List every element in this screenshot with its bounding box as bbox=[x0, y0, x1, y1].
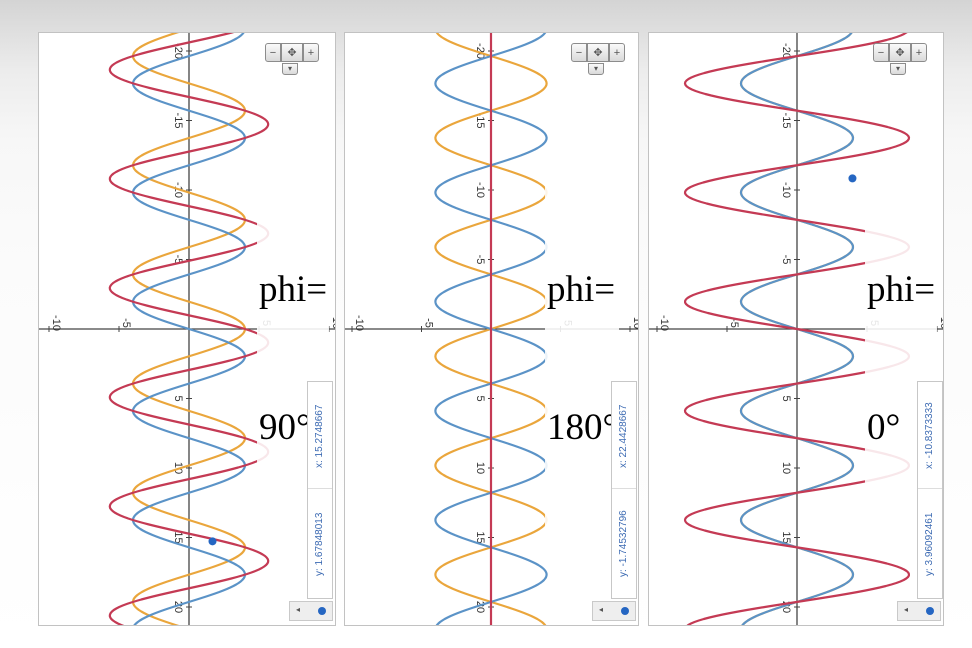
bottom-toolbar[interactable]: ◂ bbox=[289, 601, 333, 621]
phi-label-line1: phi= bbox=[547, 269, 616, 310]
point-indicator-icon bbox=[621, 607, 629, 615]
minus-icon[interactable]: − bbox=[873, 43, 889, 62]
coordinate-readout: x: 22.4428667 y: -1.74532796 bbox=[611, 381, 637, 599]
minus-icon[interactable]: − bbox=[265, 43, 281, 62]
arrow-left-icon[interactable]: ◂ bbox=[904, 605, 909, 614]
x-tick-label: -5 bbox=[780, 255, 792, 265]
coord-y-readout: y: -1.74532796 bbox=[618, 510, 629, 578]
x-tick-label: -5 bbox=[474, 255, 486, 265]
arrow-left-icon[interactable]: ◂ bbox=[599, 605, 604, 614]
plus-icon[interactable]: + bbox=[609, 43, 625, 62]
phi-label-line2: 180° bbox=[547, 407, 618, 448]
x-tick-label: 10 bbox=[474, 462, 486, 474]
x-tick-label: 5 bbox=[780, 395, 792, 401]
divider bbox=[612, 488, 636, 489]
phi-label-line1: phi= bbox=[259, 269, 328, 310]
divider bbox=[308, 488, 332, 489]
coord-x-readout: x: 22.4428667 bbox=[618, 404, 629, 468]
x-tick-label: 10 bbox=[780, 462, 792, 474]
y-tick-label: -10 bbox=[658, 315, 670, 331]
y-tick-label: -10 bbox=[50, 315, 62, 331]
x-tick-label: -15 bbox=[172, 113, 184, 129]
y-tick-label: -5 bbox=[423, 318, 435, 328]
divider bbox=[918, 488, 942, 489]
phi-label-line1: phi= bbox=[867, 269, 936, 310]
coord-x-readout: x: 15.2748667 bbox=[314, 404, 325, 468]
x-tick-label: -20 bbox=[172, 43, 184, 59]
y-tick-label: -5 bbox=[120, 318, 132, 328]
coord-y-readout: y: 1.67848013 bbox=[314, 512, 325, 576]
x-tick-label: 15 bbox=[172, 531, 184, 543]
coordinate-readout: x: -10.8373333 y: 3.96092461 bbox=[917, 381, 943, 599]
plus-icon[interactable]: + bbox=[303, 43, 319, 62]
bottom-toolbar[interactable]: ◂ bbox=[592, 601, 636, 621]
y-tick-label: 10 bbox=[631, 317, 639, 329]
marked-point bbox=[848, 174, 857, 183]
minus-icon[interactable]: − bbox=[571, 43, 587, 62]
phi-label: phi= 180° bbox=[545, 175, 620, 543]
point-indicator-icon bbox=[318, 607, 326, 615]
chevron-down-icon[interactable]: ▾ bbox=[588, 63, 604, 75]
phi-label-line2: 90° bbox=[259, 407, 311, 448]
series-blue-line bbox=[434, 33, 548, 625]
x-tick-label: -10 bbox=[780, 182, 792, 198]
y-tick-label: 10 bbox=[938, 317, 944, 329]
coordinate-readout: x: 15.2748667 y: 1.67848013 bbox=[307, 381, 333, 599]
x-tick-label: -20 bbox=[474, 43, 486, 59]
pan-arrows-icon[interactable]: ✥ bbox=[587, 43, 609, 62]
y-tick-label: -5 bbox=[728, 318, 740, 328]
zoom-controls: − ✥ + ▾ bbox=[569, 43, 629, 75]
chevron-down-icon[interactable]: ▾ bbox=[890, 63, 906, 75]
x-tick-label: 15 bbox=[474, 531, 486, 543]
bottom-toolbar[interactable]: ◂ bbox=[897, 601, 941, 621]
series-blue-line bbox=[131, 33, 247, 625]
marked-point bbox=[208, 537, 217, 546]
plus-icon[interactable]: + bbox=[911, 43, 927, 62]
x-tick-label: -10 bbox=[474, 182, 486, 198]
arrow-left-icon[interactable]: ◂ bbox=[296, 605, 301, 614]
zoom-controls: − ✥ + ▾ bbox=[871, 43, 931, 75]
coord-x-readout: x: -10.8373333 bbox=[924, 402, 935, 470]
series-red-sum-line bbox=[108, 33, 270, 625]
y-tick-label: 10 bbox=[330, 317, 336, 329]
zoom-controls: − ✥ + ▾ bbox=[263, 43, 323, 75]
x-tick-label: 5 bbox=[172, 395, 184, 401]
phi-label-line2: 0° bbox=[867, 407, 901, 448]
x-tick-label: 15 bbox=[780, 531, 792, 543]
chevron-down-icon[interactable]: ▾ bbox=[282, 63, 298, 75]
series-red-sum-line bbox=[683, 33, 911, 625]
x-tick-label: -5 bbox=[172, 255, 184, 265]
x-tick-label: -15 bbox=[780, 113, 792, 129]
pan-arrows-icon[interactable]: ✥ bbox=[889, 43, 911, 62]
coord-y-readout: y: 3.96092461 bbox=[924, 512, 935, 576]
point-indicator-icon bbox=[926, 607, 934, 615]
x-tick-label: -20 bbox=[780, 43, 792, 59]
y-tick-label: -10 bbox=[353, 315, 365, 331]
pan-arrows-icon[interactable]: ✥ bbox=[281, 43, 303, 62]
x-tick-label: 5 bbox=[474, 395, 486, 401]
x-tick-label: -15 bbox=[474, 113, 486, 129]
